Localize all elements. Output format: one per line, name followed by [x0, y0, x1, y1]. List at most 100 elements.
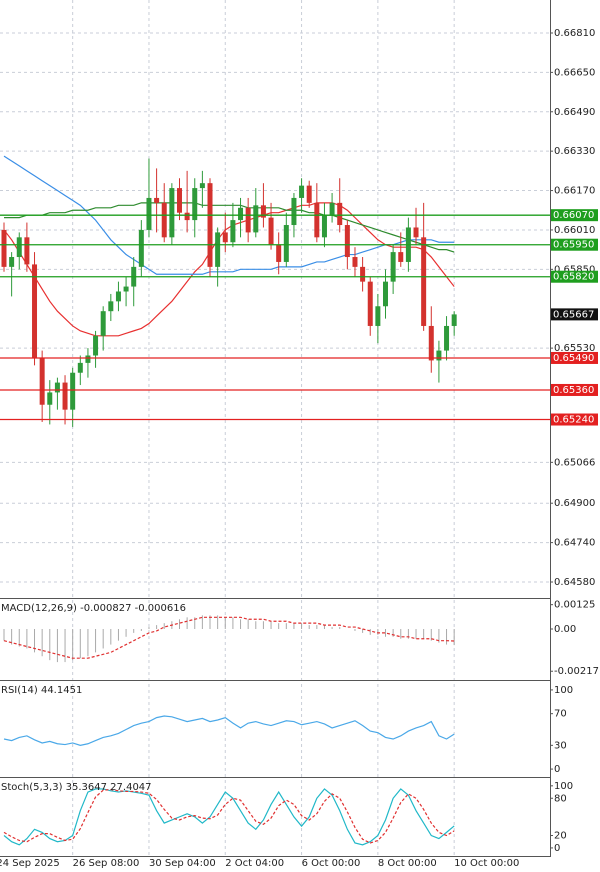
panel-title: RSI(14) 44.1451: [1, 685, 82, 696]
candle-body: [436, 350, 442, 361]
candle-body: [47, 392, 53, 405]
y-tick-label: 0.00125: [554, 600, 595, 611]
candle-body: [199, 183, 205, 189]
y-tick-label: 0.66490: [554, 107, 595, 118]
candle-body: [154, 197, 160, 203]
indicator-line: [3, 715, 455, 746]
candle-body: [444, 325, 450, 351]
grid-layer: [0, 0, 553, 856]
y-tick-label: 0: [554, 843, 560, 854]
candle-body: [352, 257, 358, 267]
candle-body: [24, 237, 30, 265]
candle-body: [184, 212, 190, 221]
level-label: 0.65490: [553, 353, 594, 364]
candle-body: [337, 202, 343, 226]
level-label-box: [551, 351, 598, 364]
candle-body: [192, 188, 198, 221]
y-tick-label: 0.65530: [554, 343, 595, 354]
candle-body: [329, 202, 335, 216]
candle-body: [123, 286, 129, 292]
candle-body: [306, 185, 312, 203]
candle-body: [344, 225, 350, 258]
candle-body: [299, 185, 305, 198]
level-label-box: [551, 413, 598, 426]
candle-body: [222, 232, 228, 243]
candle-body: [421, 237, 427, 326]
x-tick-label: 30 Sep 04:00: [149, 858, 216, 869]
candle-body: [360, 266, 366, 282]
level-label-box: [551, 383, 598, 396]
candle-body: [268, 217, 274, 245]
y-tick-label: 0: [554, 764, 560, 775]
candle-body: [383, 281, 388, 307]
panel-title: MACD(12,26,9) -0.000827 -0.000616: [1, 603, 186, 614]
candle-body: [16, 237, 22, 258]
y-tick-label: 0.64580: [554, 577, 595, 588]
candle-body: [115, 291, 121, 302]
candle-body: [375, 306, 381, 326]
candle-body: [93, 335, 99, 356]
y-tick-label: 100: [554, 685, 573, 696]
candle-body: [62, 382, 68, 410]
level-label: 0.65360: [553, 385, 594, 396]
y-tick-label: 0.65066: [554, 457, 595, 468]
candle-body: [283, 225, 289, 262]
y-tick-label: 0.66330: [554, 146, 595, 157]
candle-body: [85, 355, 91, 363]
candle-body: [9, 257, 15, 267]
y-tick-label: 20: [554, 831, 567, 842]
x-tick-label: 10 Oct 00:00: [454, 858, 519, 869]
candle-body: [1, 229, 7, 267]
y-tick-label: 30: [554, 740, 567, 751]
y-tick-label: -0.00217: [554, 666, 599, 677]
candle-body: [321, 215, 327, 238]
level-label: 0.66070: [553, 210, 594, 221]
candle-body: [314, 202, 320, 238]
candle-body: [291, 197, 297, 226]
y-tick-label: 0.66010: [554, 225, 595, 236]
panel-title: Stoch(5,3,3) 35.3647 27.4047: [1, 782, 152, 793]
y-tick-label: 0.66170: [554, 186, 595, 197]
candle-body: [146, 197, 152, 230]
y-tick-label: 0.66650: [554, 67, 595, 78]
x-tick-label: 2 Oct 04:00: [225, 858, 284, 869]
candle-body: [398, 252, 404, 262]
candle-body: [54, 382, 60, 393]
x-tick-label: 26 Sep 08:00: [73, 858, 140, 869]
current-price-box: [551, 308, 598, 321]
y-tick-label: 0.66810: [554, 28, 595, 39]
candle-body: [253, 205, 259, 233]
y-tick-label: 70: [554, 709, 567, 720]
x-tick-label: 8 Oct 00:00: [378, 858, 437, 869]
candle-body: [428, 325, 434, 361]
candle-body: [207, 183, 213, 267]
labels-layer: 0.66810 0.66650 0.66490 0.66330 0.66170 0.660…: [0, 28, 599, 869]
candle-body: [176, 188, 182, 213]
y-tick-label: 0.65850: [554, 264, 595, 275]
candle-body: [70, 372, 76, 410]
candle-body: [77, 362, 83, 373]
candle-body: [108, 301, 114, 312]
candle-body: [390, 252, 396, 282]
candle-body: [245, 207, 251, 233]
candle-body: [215, 232, 221, 267]
candle-body: [230, 220, 236, 243]
indicator-line: [3, 155, 455, 275]
candle-body: [32, 264, 38, 358]
candle-body: [413, 227, 419, 238]
indicator-line: [3, 202, 455, 337]
level-label-box: [551, 270, 598, 283]
candle-body: [161, 202, 167, 238]
indicator-line: [4, 202, 455, 253]
y-tick-label: 0.64900: [554, 498, 595, 509]
y-tick-label: 80: [554, 793, 567, 804]
candle-body: [260, 205, 266, 218]
indicator-line: [3, 616, 455, 659]
indicator-line: [3, 788, 455, 846]
level-label-box: [551, 209, 598, 222]
x-tick-label: 24 Sep 2025: [0, 858, 60, 869]
candle-body: [100, 311, 106, 336]
candle-body: [169, 188, 175, 238]
